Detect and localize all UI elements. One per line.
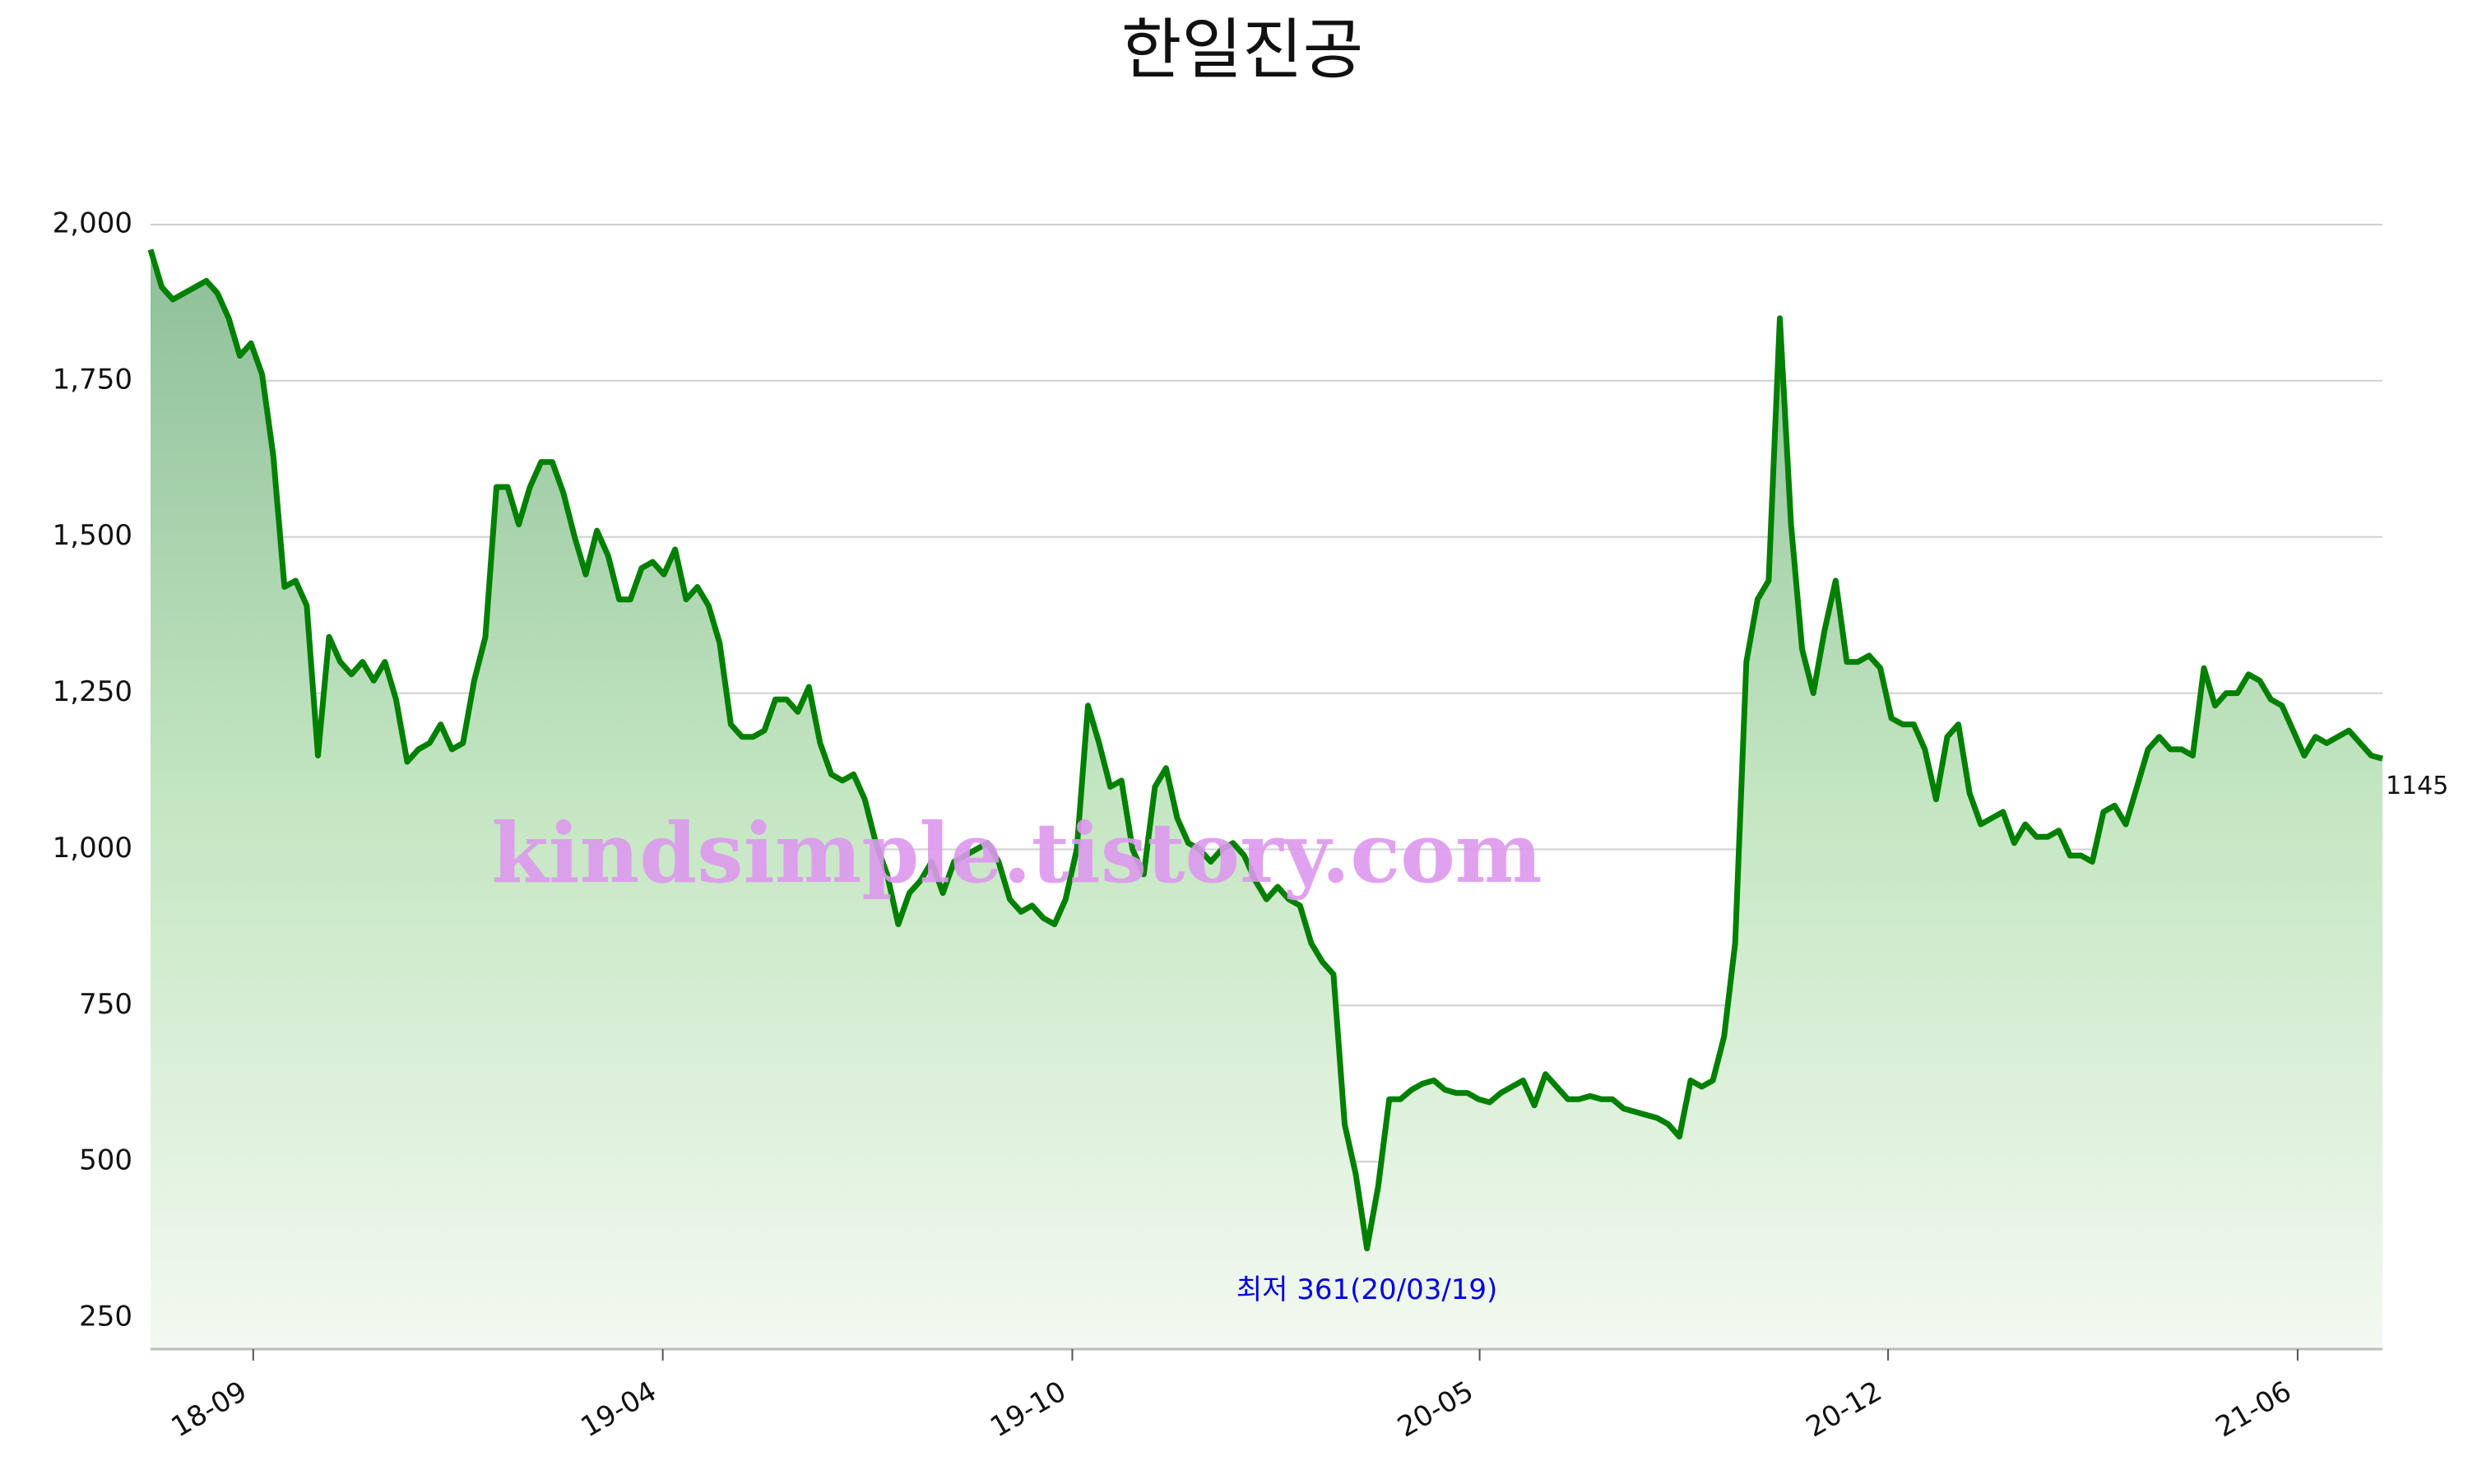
y-tick-label: 1,500: [53, 519, 132, 552]
y-tick-label: 500: [79, 1144, 132, 1177]
last-value-label: 1145: [2386, 772, 2448, 800]
chart-title: 한일진공: [1121, 12, 1363, 88]
y-tick-label: 2,000: [53, 207, 132, 240]
x-tick-label: 18-09: [165, 1375, 253, 1444]
x-tick-label: 19-10: [985, 1375, 1072, 1444]
x-tick-label: 19-04: [575, 1375, 662, 1444]
x-tick-label: 21-06: [2211, 1375, 2298, 1444]
x-tick-label: 20-05: [1392, 1375, 1479, 1444]
price-line: [147, 248, 2383, 1252]
y-tick-label: 1,000: [53, 832, 132, 865]
annotation: 최저 361(20/03/19): [1236, 1273, 1498, 1306]
y-tick-label: 250: [79, 1301, 132, 1333]
y-tick-label: 1,250: [53, 675, 132, 708]
area: [151, 249, 2382, 1349]
y-tick-label: 750: [79, 988, 132, 1021]
x-tick-label: 20-12: [1801, 1375, 1888, 1444]
y-tick-label: 1,750: [53, 363, 132, 396]
watermark: kindsimple.tistory.com: [491, 805, 1542, 902]
